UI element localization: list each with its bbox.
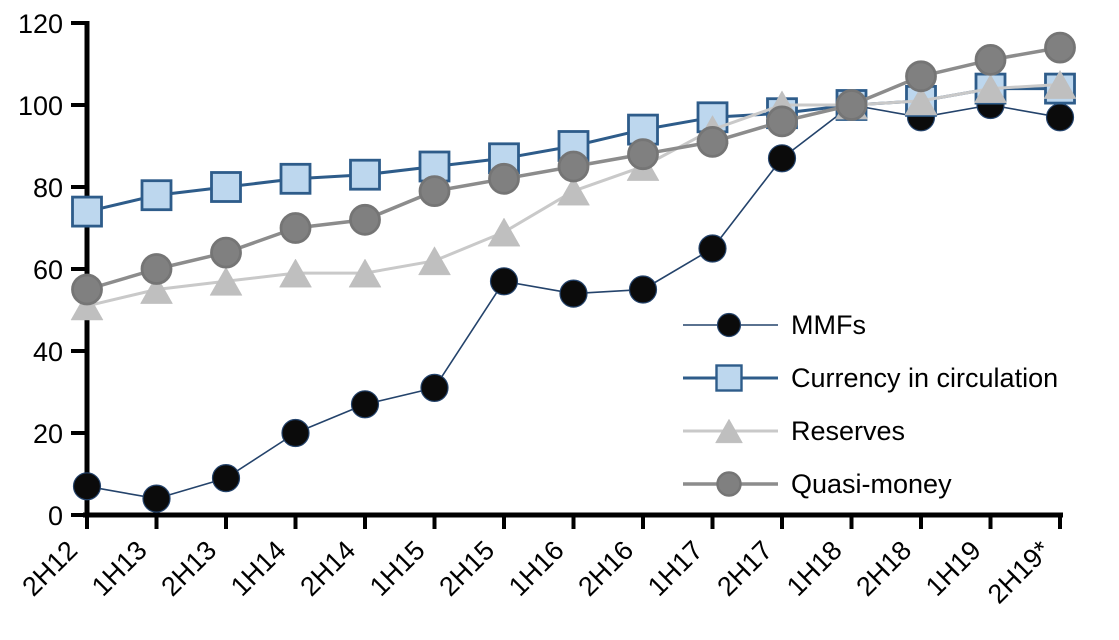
data-point-marker <box>350 390 380 419</box>
data-point-marker <box>142 484 171 513</box>
data-point-marker <box>209 266 243 296</box>
x-tick-label: 2H19* <box>982 535 1057 610</box>
data-point-marker <box>767 144 797 173</box>
data-point-marker <box>71 195 103 228</box>
x-tick-label: 2H12 <box>16 535 83 602</box>
data-point-marker <box>696 125 729 158</box>
data-point-marker <box>488 162 520 195</box>
data-point-marker <box>835 89 868 121</box>
legend-label-reserves: Reserves <box>791 416 905 446</box>
legend: MMFs Currency in circulation Reserves Quasi… <box>683 310 1058 499</box>
data-point-marker <box>349 158 381 191</box>
data-point-marker <box>418 246 451 276</box>
y-tick-label: 0 <box>48 501 63 531</box>
data-point-marker <box>557 150 590 183</box>
x-tick-label: 1H19 <box>920 535 987 602</box>
data-point-marker <box>210 171 242 203</box>
data-point-marker <box>140 274 173 304</box>
x-tick-label: 1H15 <box>364 535 431 602</box>
data-point-marker <box>489 267 519 296</box>
legend-item-reserves: Reserves <box>683 416 905 446</box>
x-tick-label: 1H18 <box>781 535 848 602</box>
data-point-marker <box>904 86 938 116</box>
legend-item-currency-in-circulation: Currency in circulation <box>683 363 1058 393</box>
data-point-marker <box>281 418 310 448</box>
x-tick-label: 2H14 <box>294 535 361 602</box>
x-axis-ticks: 2H12 1H13 2H13 1H14 2H14 1H15 2H15 1H16 2H16 1H17… <box>16 515 1062 610</box>
data-point-marker <box>420 373 449 402</box>
x-tick-label: 2H17 <box>711 535 778 602</box>
data-point-marker <box>70 291 104 321</box>
x-tick-label: 1H14 <box>225 535 292 602</box>
legend-item-quasi-money: Quasi-money <box>683 469 952 499</box>
data-point-marker <box>348 258 382 288</box>
data-point-marker <box>559 279 588 308</box>
data-point-marker <box>140 253 173 285</box>
series-mmfs <box>72 90 1075 513</box>
data-point-marker <box>1045 103 1075 132</box>
legend-label-mmfs: MMFs <box>791 310 866 340</box>
y-tick-label: 40 <box>33 337 63 367</box>
data-point-marker <box>279 162 312 195</box>
x-tick-label: 1H13 <box>86 535 153 602</box>
data-point-marker <box>140 179 173 212</box>
data-point-marker <box>71 273 103 306</box>
data-point-marker <box>627 138 659 171</box>
data-point-marker <box>974 44 1007 76</box>
data-point-marker <box>557 176 590 206</box>
data-point-marker <box>279 258 312 288</box>
data-point-marker <box>211 464 241 493</box>
data-point-marker <box>487 217 521 247</box>
x-tick-label: 2H16 <box>572 535 639 602</box>
legend-item-mmfs: MMFs <box>683 310 866 340</box>
data-point-marker <box>1044 31 1076 64</box>
data-point-marker <box>628 275 658 304</box>
x-tick-label: 1H16 <box>503 535 570 602</box>
y-tick-label: 120 <box>18 9 63 39</box>
data-point-marker <box>210 236 242 269</box>
data-point-marker <box>418 175 451 208</box>
y-tick-label: 60 <box>33 255 63 285</box>
legend-label-quasi-money: Quasi-money <box>791 469 952 499</box>
y-tick-label: 20 <box>33 419 63 449</box>
x-tick-label: 2H13 <box>155 535 222 602</box>
data-point-marker <box>698 234 727 263</box>
data-point-marker <box>716 471 742 497</box>
data-point-marker <box>905 60 937 93</box>
series-quasi-money <box>71 31 1076 306</box>
data-point-marker <box>715 364 743 392</box>
x-tick-label: 1H17 <box>642 535 709 602</box>
x-tick-label: 2H15 <box>433 535 500 602</box>
legend-label-currency-in-circulation: Currency in circulation <box>791 363 1058 393</box>
data-point-marker <box>1043 69 1077 99</box>
data-point-marker <box>974 74 1007 103</box>
data-point-marker <box>279 212 312 244</box>
y-tick-label: 100 <box>18 91 63 121</box>
data-point-marker <box>766 105 798 138</box>
data-point-marker <box>349 203 381 236</box>
data-point-marker <box>716 312 742 338</box>
y-axis-ticks: 0 20 40 60 80 100 120 <box>18 9 87 531</box>
data-point-marker <box>72 472 102 501</box>
data-point-marker <box>715 418 743 444</box>
y-tick-label: 80 <box>33 173 63 203</box>
x-tick-label: 2H18 <box>850 535 917 602</box>
